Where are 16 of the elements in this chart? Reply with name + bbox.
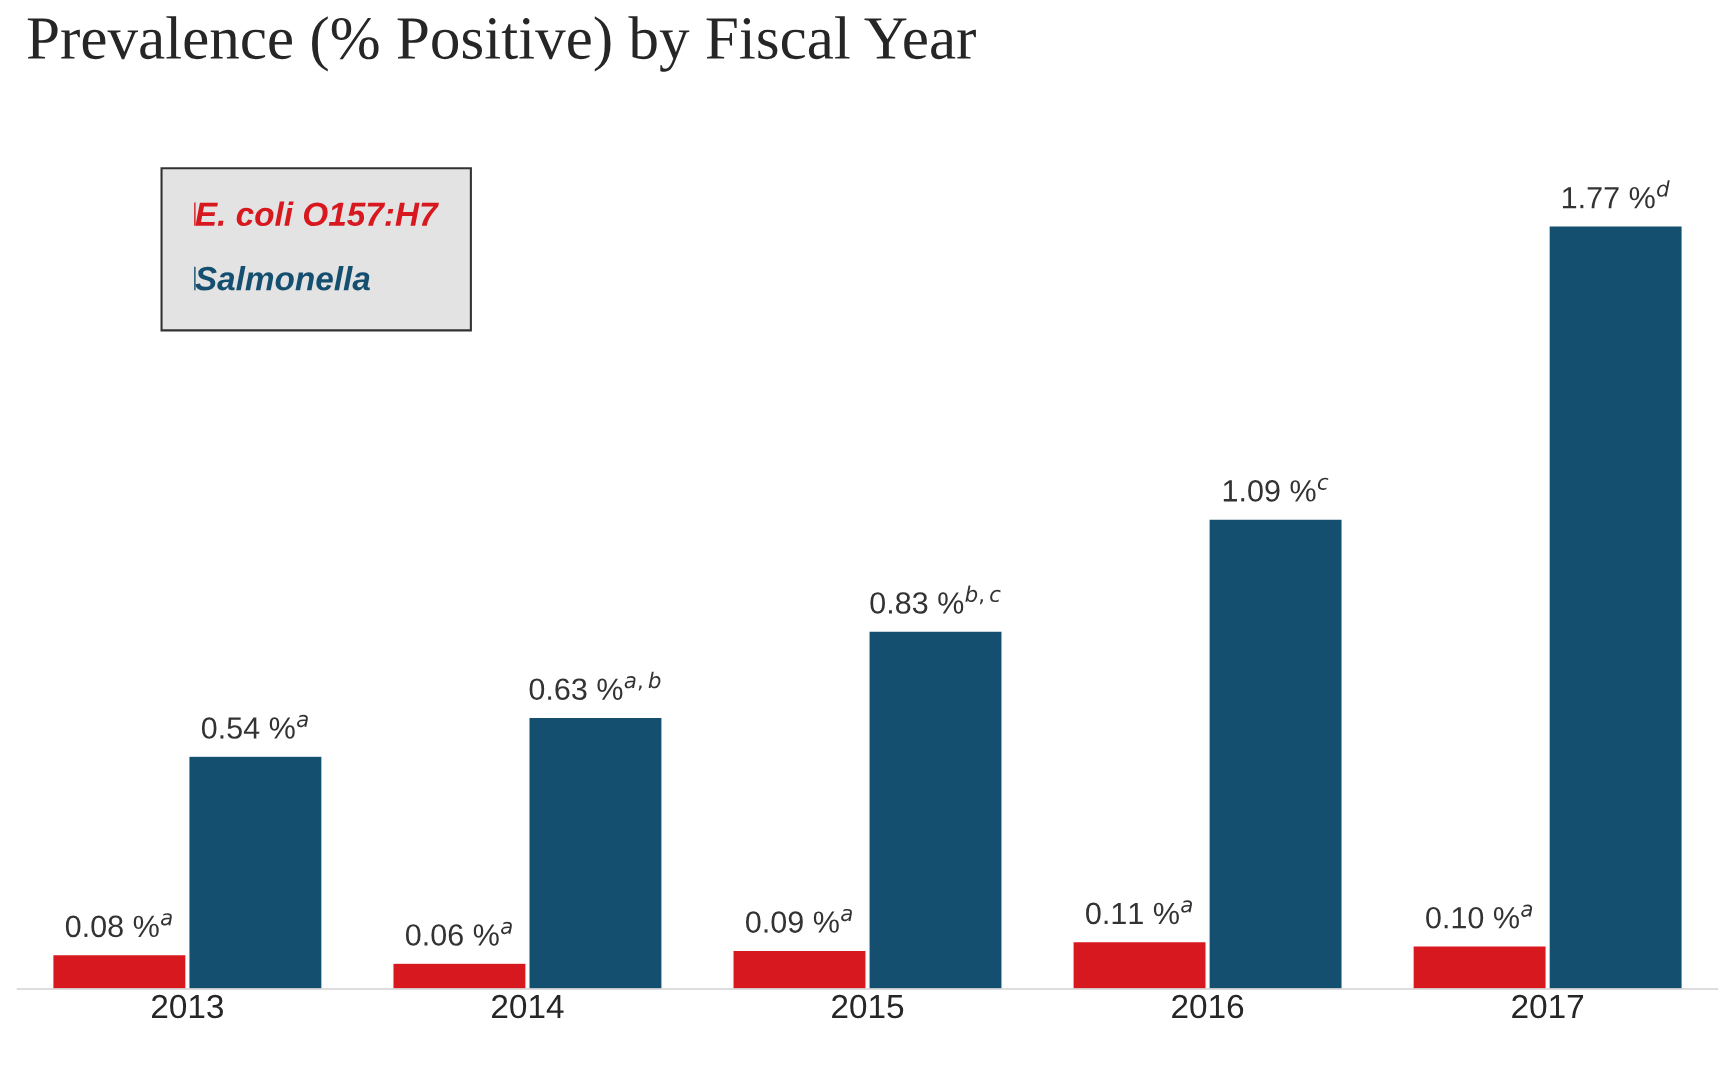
x-tick-label: 2013 <box>151 994 223 1019</box>
x-tick-label: 2014 <box>492 994 564 1019</box>
data-label: 0.83 %$^{b,c}$ <box>870 585 1001 614</box>
data-label: 1.09 %$^{c}$ <box>1223 477 1329 502</box>
data-label: 0.09 %$^{a}$ <box>745 908 852 933</box>
data-label: 0.63 %$^{a,b}$ <box>529 671 661 701</box>
data-label: 0.06 %$^{a}$ <box>405 921 512 946</box>
x-tick-label: 2016 <box>1172 994 1244 1019</box>
data-label: 0.54 %$^{a}$ <box>201 714 308 739</box>
data-label: 0.10 %$^{a}$ <box>1426 904 1533 929</box>
data-label: 0.11 %$^{a}$ <box>1086 900 1192 925</box>
x-tick-label: 2017 <box>1512 994 1584 1019</box>
data-label: 0.08 %$^{a}$ <box>65 913 172 938</box>
chart-title: Prevalence (% Positive) by Fiscal Year <box>27 16 976 72</box>
x-tick-label: 2015 <box>832 994 904 1019</box>
data-label: 1.77 %$^{d}$ <box>1562 180 1670 209</box>
